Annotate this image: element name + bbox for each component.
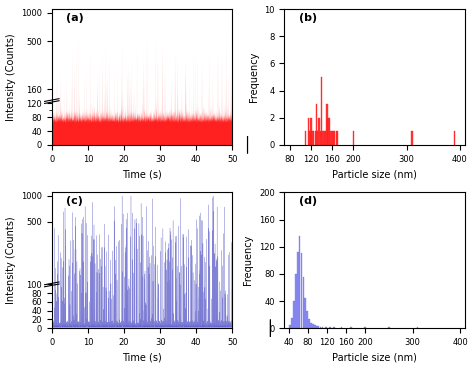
Bar — [293, 301, 295, 328]
Text: (c): (c) — [66, 197, 83, 206]
Bar — [310, 323, 312, 328]
Bar — [289, 325, 291, 328]
Bar — [315, 131, 316, 145]
X-axis label: Particle size (nm): Particle size (nm) — [332, 169, 417, 179]
Bar — [304, 298, 306, 328]
Bar — [312, 324, 314, 328]
Bar — [321, 77, 322, 145]
Text: (b): (b) — [299, 13, 317, 23]
Bar — [295, 274, 297, 328]
Bar — [320, 131, 321, 145]
Bar — [301, 254, 302, 328]
Bar — [325, 327, 327, 328]
Bar — [297, 252, 299, 328]
Y-axis label: Frequency: Frequency — [248, 52, 259, 102]
Bar — [291, 318, 293, 328]
Bar — [319, 327, 321, 328]
Bar — [317, 131, 318, 145]
Bar — [336, 131, 337, 145]
Text: (a): (a) — [66, 13, 84, 23]
Bar — [316, 104, 317, 145]
Bar — [331, 131, 333, 145]
Bar — [321, 327, 323, 328]
Bar — [302, 277, 304, 328]
Y-axis label: Intensity (Counts): Intensity (Counts) — [6, 216, 16, 304]
Bar — [454, 131, 455, 145]
X-axis label: Time (s): Time (s) — [122, 353, 162, 362]
Bar — [330, 131, 332, 145]
Bar — [337, 131, 338, 145]
Y-axis label: Intensity (Counts): Intensity (Counts) — [6, 33, 16, 121]
Bar — [305, 131, 306, 145]
Bar — [313, 131, 314, 145]
X-axis label: Particle size (nm): Particle size (nm) — [332, 353, 417, 362]
Bar — [318, 118, 319, 145]
Bar — [325, 131, 327, 145]
Bar — [308, 118, 309, 145]
Bar — [306, 311, 308, 328]
Bar — [333, 131, 335, 145]
Bar — [310, 118, 311, 145]
Bar — [334, 131, 336, 145]
Bar — [411, 131, 412, 145]
Bar — [329, 118, 330, 145]
Text: (d): (d) — [299, 197, 317, 206]
X-axis label: Time (s): Time (s) — [122, 169, 162, 179]
Bar — [309, 131, 310, 145]
Bar — [324, 131, 325, 145]
Bar — [327, 118, 328, 145]
Bar — [353, 131, 354, 145]
Bar — [314, 325, 316, 328]
Bar — [326, 104, 328, 145]
Bar — [299, 237, 301, 328]
Bar — [318, 326, 319, 328]
Bar — [316, 326, 318, 328]
Bar — [322, 131, 324, 145]
Y-axis label: Frequency: Frequency — [243, 235, 253, 286]
Bar — [308, 319, 310, 328]
Bar — [311, 131, 313, 145]
